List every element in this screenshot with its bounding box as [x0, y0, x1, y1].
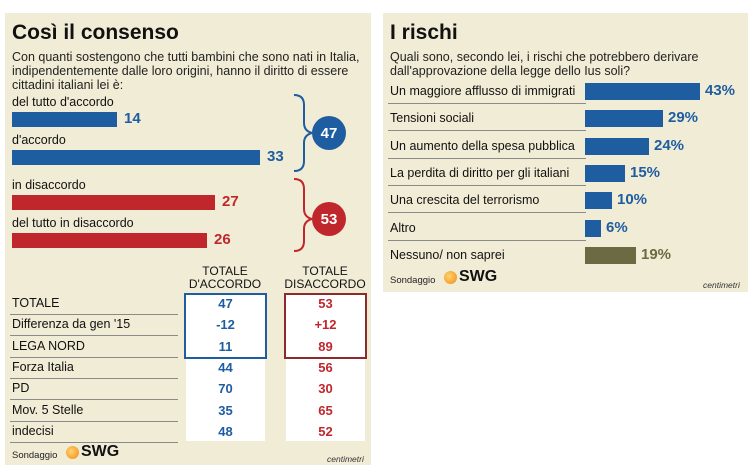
disagree-highlight	[284, 293, 367, 359]
risk-bar	[585, 83, 700, 100]
risk-bar	[585, 219, 601, 237]
agree-column-header: TOTALE D'ACCORDO	[188, 264, 262, 291]
table-row-label: Differenza da gen '15	[12, 317, 131, 332]
disagree-column-bg	[286, 293, 365, 441]
consensus-panel: Così il consenso Con quanti sostengono c…	[5, 13, 371, 465]
table-row-label: indecisi	[12, 423, 54, 438]
consensus-bar	[12, 195, 215, 210]
consensus-value: 33	[267, 148, 284, 165]
swg-sun-icon-right	[444, 271, 457, 284]
risks-question: Quali sono, secondo lei, i rischi che po…	[390, 50, 699, 78]
risk-row-divider	[388, 239, 586, 241]
risk-value: 29%	[668, 109, 699, 127]
risk-row-divider	[388, 157, 586, 159]
risk-label: Un aumento della spesa pubblica	[390, 138, 575, 153]
table-row-label: TOTALE	[12, 296, 60, 310]
consensus-title: Così il consenso	[12, 21, 179, 44]
table-cell-disagree: +12	[314, 317, 337, 333]
table-cell-agree: 35	[218, 402, 233, 418]
table-cell-disagree: 52	[318, 423, 333, 439]
right-swg-logo: SWG	[459, 268, 498, 285]
table-cell-disagree: 30	[318, 381, 333, 397]
risk-row-divider	[388, 103, 586, 104]
risk-value: 43%	[705, 82, 736, 99]
table-cell-disagree: 65	[318, 402, 333, 418]
table-row-divider	[10, 356, 178, 358]
right-credit: centimetri	[703, 280, 740, 290]
risk-value: 19%	[641, 245, 672, 263]
left-swg-logo: SWG	[81, 443, 120, 460]
swg-sun-icon	[66, 446, 79, 459]
agree-column-bg	[186, 293, 265, 441]
consensus-label: d'accordo	[12, 133, 66, 147]
table-cell-agree: -12	[216, 317, 235, 333]
risk-label: La perdita di diritto per gli italiani	[390, 165, 570, 180]
table-row-divider	[10, 377, 178, 379]
consensus-bar	[12, 112, 117, 127]
disagree-total-circle: 53	[312, 202, 346, 236]
risk-label: Un maggiore afflusso di immigrati	[390, 84, 576, 98]
risk-value: 24%	[654, 136, 685, 154]
table-row-label: Forza Italia	[12, 359, 74, 374]
table-cell-agree: 44	[218, 359, 233, 375]
consensus-question: Con quanti sostengono che tutti bambini …	[12, 50, 360, 92]
table-cell-agree: 47	[218, 296, 233, 311]
table-row-divider	[10, 314, 178, 315]
risks-panel: I rischi Quali sono, secondo lei, i risc…	[383, 13, 748, 292]
table-row-divider	[10, 399, 178, 401]
consensus-value: 14	[124, 110, 141, 127]
table-cell-agree: 70	[218, 381, 233, 397]
consensus-bar	[12, 150, 260, 165]
table-row-divider	[10, 335, 178, 337]
table-row-divider	[10, 441, 178, 443]
agree-highlight	[184, 293, 267, 359]
risk-label: Una crescita del terrorismo	[390, 193, 540, 208]
risk-value: 15%	[630, 163, 661, 181]
left-sondaggio-label: Sondaggio	[12, 450, 58, 461]
risk-value: 10%	[617, 191, 648, 209]
risk-row-divider	[388, 184, 586, 186]
disagree-bracket	[293, 178, 313, 252]
table-row-label: PD	[12, 381, 30, 396]
risks-title: I rischi	[390, 21, 458, 44]
agree-total-circle: 47	[312, 116, 346, 150]
disagree-column-header: TOTALE DISACCORDO	[284, 264, 366, 291]
agree-bracket	[293, 94, 313, 172]
risk-bar	[585, 246, 636, 264]
right-sondaggio-label: Sondaggio	[390, 275, 436, 286]
left-credit: centimetri	[327, 454, 364, 464]
risk-label: Tensioni sociali	[390, 111, 475, 126]
consensus-label: del tutto d'accordo	[12, 95, 114, 109]
table-cell-disagree: 89	[318, 338, 333, 354]
consensus-value: 26	[214, 231, 231, 248]
consensus-label: in disaccordo	[12, 178, 86, 192]
table-row-divider	[10, 420, 178, 422]
consensus-value: 27	[222, 193, 239, 210]
consensus-label: del tutto in disaccordo	[12, 216, 134, 230]
risk-row-divider	[388, 212, 586, 214]
table-row-label: LEGA NORD	[12, 338, 85, 353]
risk-bar	[585, 110, 663, 128]
risk-bar	[585, 192, 612, 210]
risk-bar	[585, 137, 649, 155]
table-cell-agree: 11	[218, 338, 233, 354]
risk-value: 6%	[606, 218, 628, 236]
table-cell-disagree: 53	[318, 296, 333, 311]
table-cell-agree: 48	[218, 423, 233, 439]
risk-label: Nessuno/ non saprei	[390, 247, 505, 262]
risk-bar	[585, 164, 625, 182]
risk-row-divider	[388, 130, 586, 132]
risk-label: Altro	[390, 220, 416, 235]
consensus-bar	[12, 233, 207, 248]
table-row-label: Mov. 5 Stelle	[12, 402, 84, 417]
table-cell-disagree: 56	[318, 359, 333, 375]
